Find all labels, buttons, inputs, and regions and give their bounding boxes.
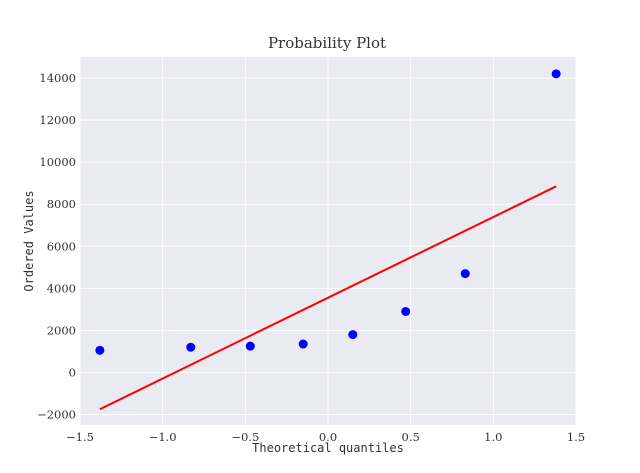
x-tick-label: −1.0 <box>149 430 177 444</box>
data-point <box>245 341 255 351</box>
data-point <box>460 269 470 279</box>
y-tick-label: 14000 <box>39 71 76 85</box>
y-tick-label: 6000 <box>47 239 76 253</box>
x-axis-ticks: −1.5 −1.0 −0.5 0.0 0.5 1.0 1.5 <box>66 430 585 444</box>
y-axis-ticks: −2000 0 2000 4000 6000 8000 10000 12000 14000 <box>37 71 76 421</box>
y-tick-label: 2000 <box>47 323 76 337</box>
x-tick-label: −1.5 <box>66 430 94 444</box>
y-tick-label: 4000 <box>47 281 76 295</box>
fit-line <box>99 185 557 411</box>
data-point <box>186 342 196 352</box>
y-tick-label: 12000 <box>39 113 76 127</box>
fit-line-group <box>99 185 557 411</box>
grid <box>79 57 577 425</box>
x-tick-label: 0.0 <box>319 430 337 444</box>
x-tick-label: 0.5 <box>402 430 420 444</box>
y-tick-label: −2000 <box>37 407 76 421</box>
y-tick-label: 8000 <box>47 197 76 211</box>
y-tick-label: 0 <box>69 365 76 379</box>
data-point <box>348 330 358 340</box>
y-tick-label: 10000 <box>39 155 76 169</box>
chart-title: Probability Plot <box>268 34 386 52</box>
x-axis-label: Theoretical quantiles <box>252 441 404 455</box>
x-tick-label: 1.5 <box>567 430 585 444</box>
data-point <box>95 345 105 355</box>
data-points <box>95 69 561 355</box>
x-tick-label: −0.5 <box>231 430 259 444</box>
data-point <box>551 69 561 79</box>
y-axis-label: Ordered Values <box>22 190 36 291</box>
data-point <box>401 306 411 316</box>
x-tick-label: 1.0 <box>484 430 502 444</box>
data-point <box>298 339 308 349</box>
